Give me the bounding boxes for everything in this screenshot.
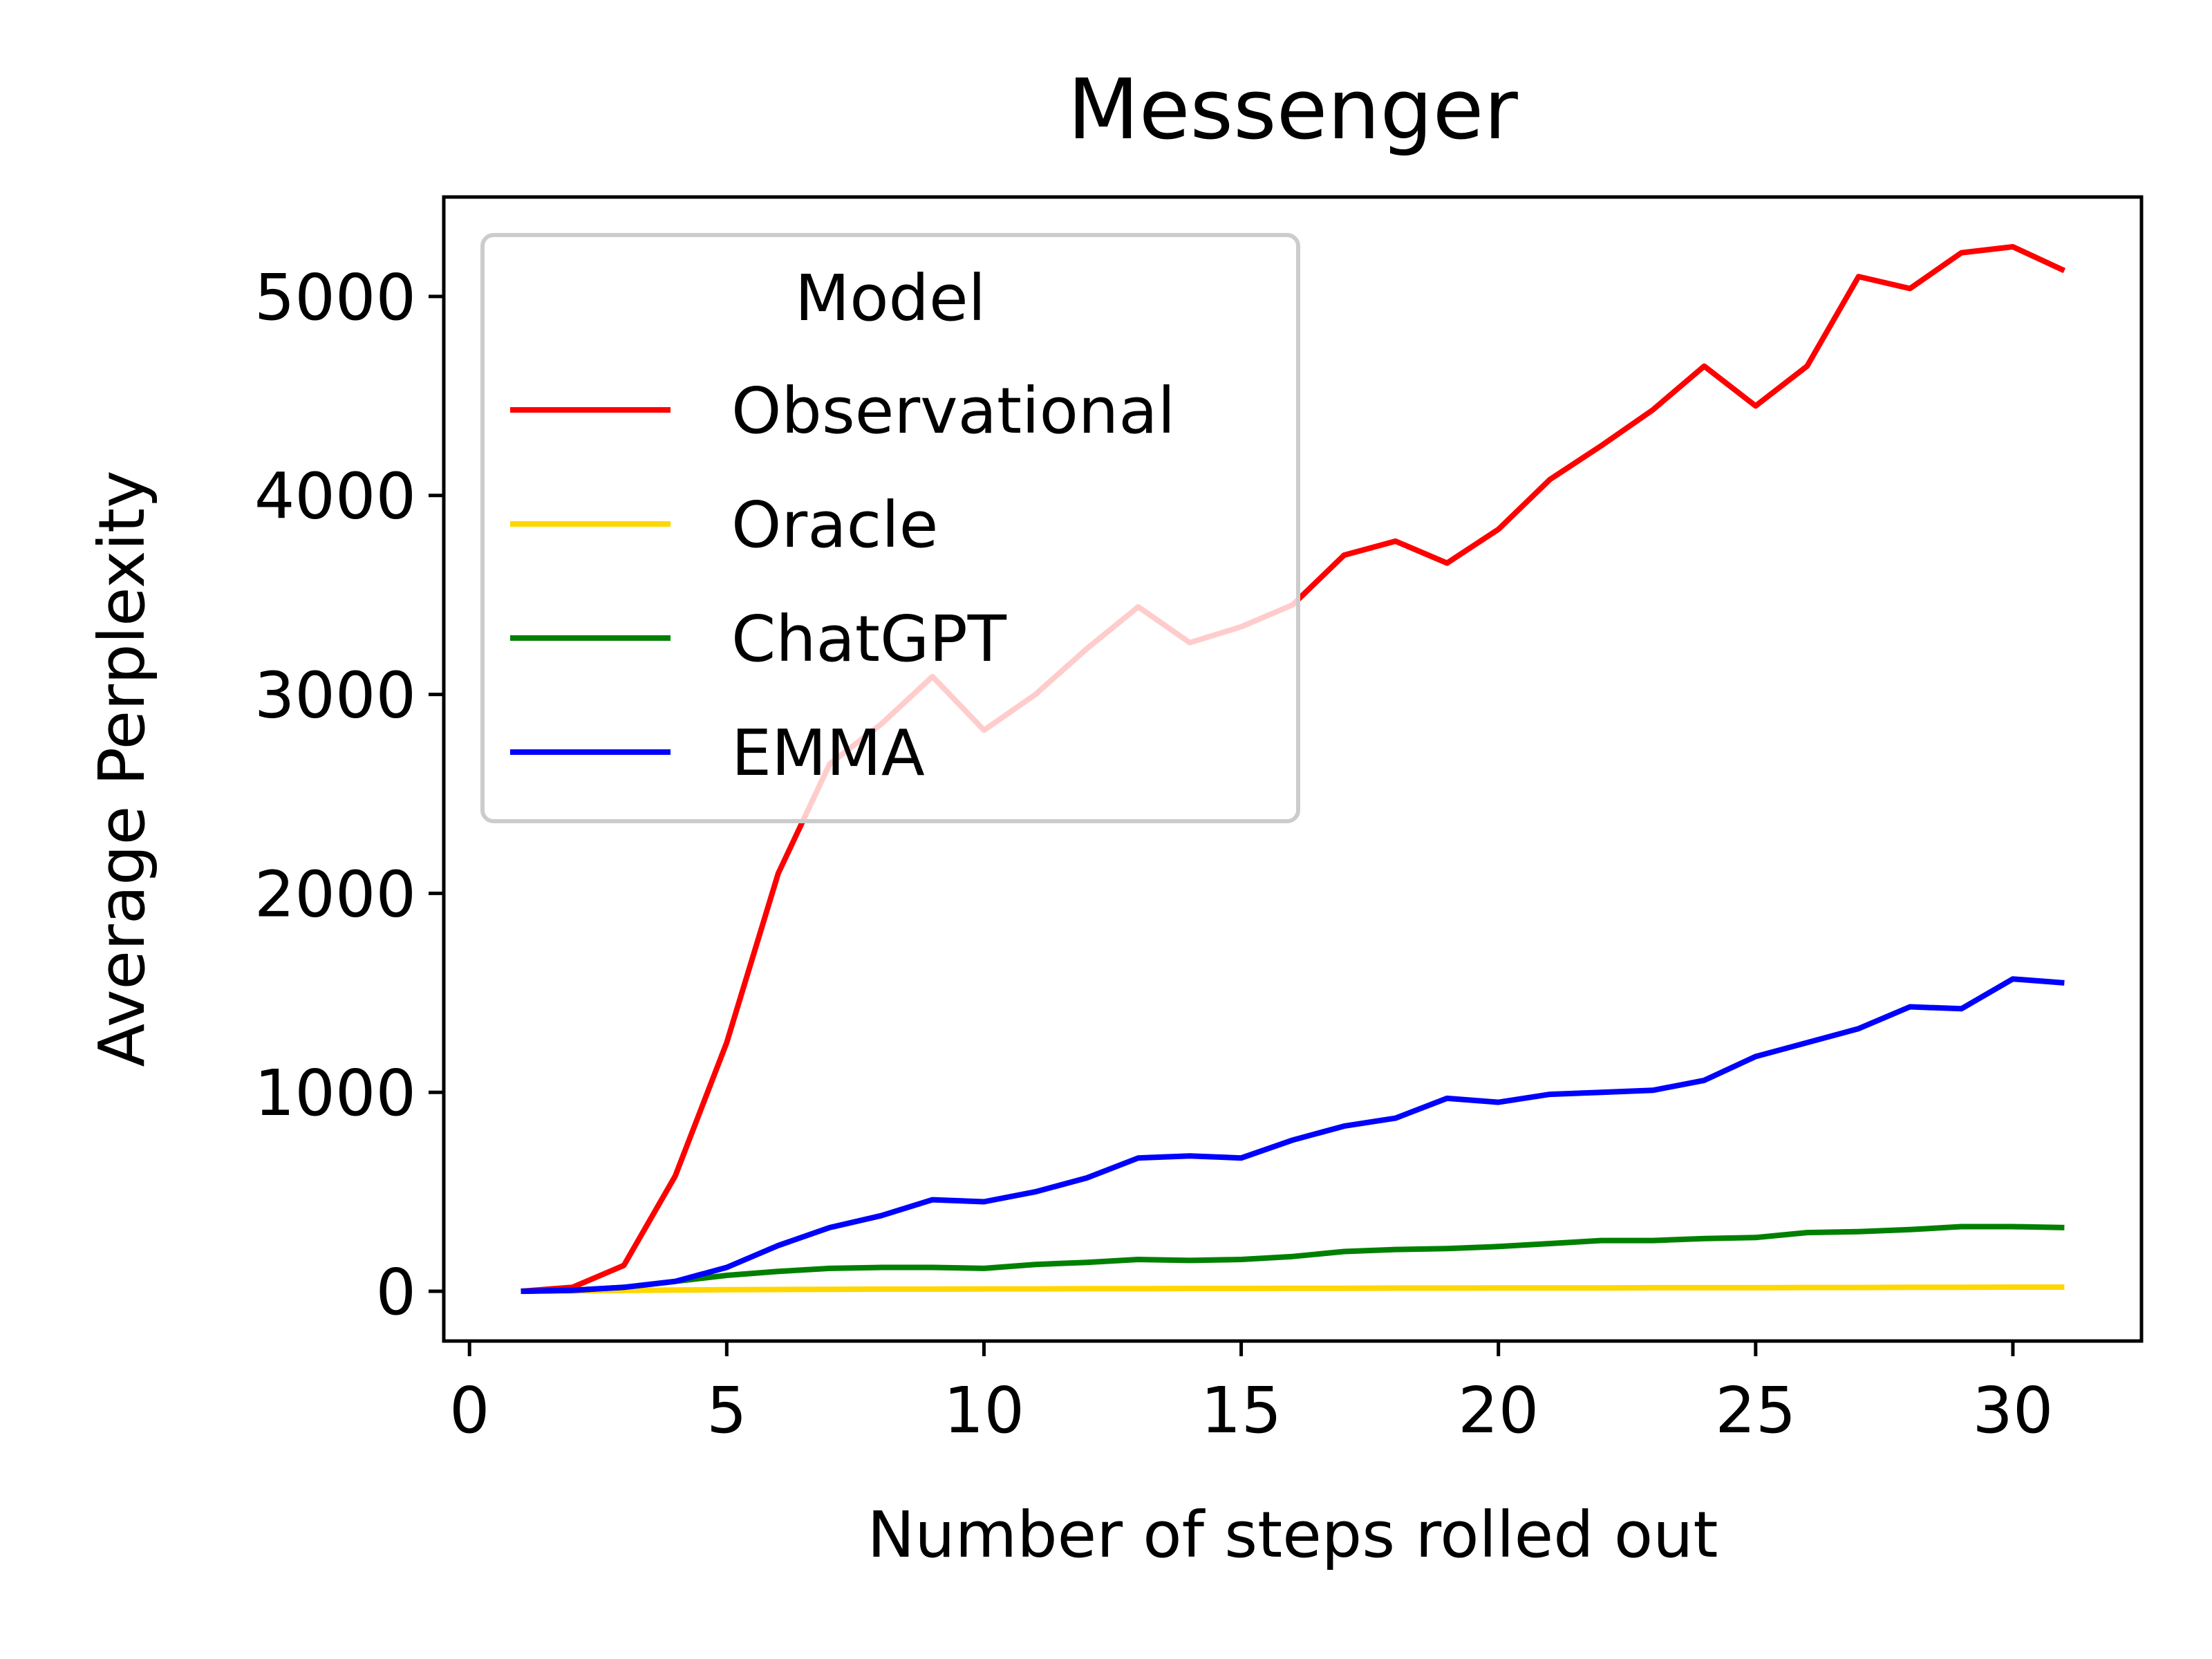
x-tick-label: 10 — [944, 1374, 1024, 1447]
y-tick-label: 3000 — [254, 659, 416, 733]
legend-label-emma: EMMA — [731, 716, 925, 790]
y-tick-label: 0 — [375, 1255, 416, 1329]
legend-label-oracle: Oracle — [731, 488, 938, 562]
series-line-emma — [521, 976, 2065, 1294]
y-tick-label: 2000 — [254, 857, 416, 931]
x-axis-ticks: 0 5 10 15 20 25 30 — [449, 1341, 2053, 1447]
legend-box — [480, 233, 1300, 823]
x-tick-label: 5 — [706, 1374, 747, 1447]
legend-entries: Observational Oracle ChatGPT EMMA — [510, 374, 1175, 790]
y-tick-label: 4000 — [254, 460, 416, 534]
legend: Model Observational Oracle ChatGPT EMMA — [480, 233, 1300, 823]
x-tick-label: 20 — [1458, 1374, 1539, 1447]
x-tick-label: 25 — [1715, 1374, 1796, 1447]
y-tick-label: 1000 — [254, 1056, 416, 1130]
y-axis-label: Average Perplexity — [85, 470, 159, 1067]
legend-label-chatgpt: ChatGPT — [731, 602, 1007, 676]
plot-frame — [442, 195, 2144, 1343]
y-axis-ticks: 0 1000 2000 3000 4000 5000 — [254, 261, 444, 1329]
legend-title: Model — [795, 261, 986, 335]
x-axis-label: Number of steps rolled out — [867, 1498, 1718, 1572]
y-tick-label: 5000 — [254, 261, 416, 335]
x-tick-label: 30 — [1972, 1374, 2053, 1447]
chart-title: Messenger — [1067, 62, 1518, 158]
legend-label-observational: Observational — [731, 374, 1175, 448]
x-tick-label: 0 — [449, 1374, 490, 1447]
series-line-chatgpt — [521, 1224, 2065, 1294]
x-tick-label: 15 — [1201, 1374, 1282, 1447]
series-line-oracle — [521, 1284, 2065, 1294]
